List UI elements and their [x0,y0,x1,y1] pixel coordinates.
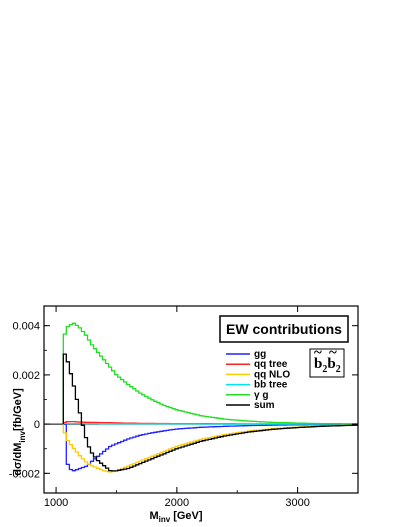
y-axis-title: dσ/dMinv[fb/GeV] [12,388,27,476]
y-tick-label: 0.002 [12,370,40,382]
legend-label: qq NLO [254,369,290,380]
legend-label: bb tree [254,380,288,391]
series-line-bb-tree [62,422,358,425]
legend-label: γ g [254,390,268,401]
series-layer [62,322,358,473]
x-tick-label: 1000 [44,497,68,509]
series-line-gg [62,423,358,472]
process-label-sub1: 2 [322,364,327,375]
annotation-box-frame [219,315,349,343]
process-label-tilde-1: ~ [314,345,322,361]
process-label-text: b2b2 [314,356,341,375]
y-axis-title-sub: inv [18,430,27,442]
series-line-sum [62,353,358,472]
legend-label: qq tree [254,359,288,370]
y-tick-label: -0.002 [9,468,40,480]
y-tick-label: 0 [34,419,40,431]
x-axis-title-main: M [149,510,158,522]
x-axis-title-sub: inv [159,515,171,524]
y-axis-title-main: dσ/dM [12,443,24,476]
y-axis-title-unit: [fb/GeV] [12,388,24,431]
x-tick-label: 3000 [285,497,309,509]
annotation-box: EW contributions [219,315,349,343]
process-label: b2b2 ~ ~ [309,345,345,378]
process-label-tilde-2: ~ [329,345,337,361]
x-tick-label: 2000 [165,497,189,509]
axes-layer: -0.002 0 0.002 0.004 1000 2000 3000 [9,305,359,509]
x-axis-title-unit: [GeV] [173,510,203,522]
x-axis-title: Minv [GeV] [149,510,202,524]
series-line--g [62,322,358,425]
process-label-b2: b [327,356,335,372]
process-label-sub2: 2 [336,364,341,375]
legend-label: gg [254,349,266,360]
legend-label: sum [254,400,275,411]
process-label-b1: b [314,356,322,372]
annotation-box-text: EW contributions [226,321,342,337]
process-label-frame [309,348,345,378]
series-line-qq-nlo [62,424,358,473]
y-tick-label: 0.004 [12,321,40,333]
